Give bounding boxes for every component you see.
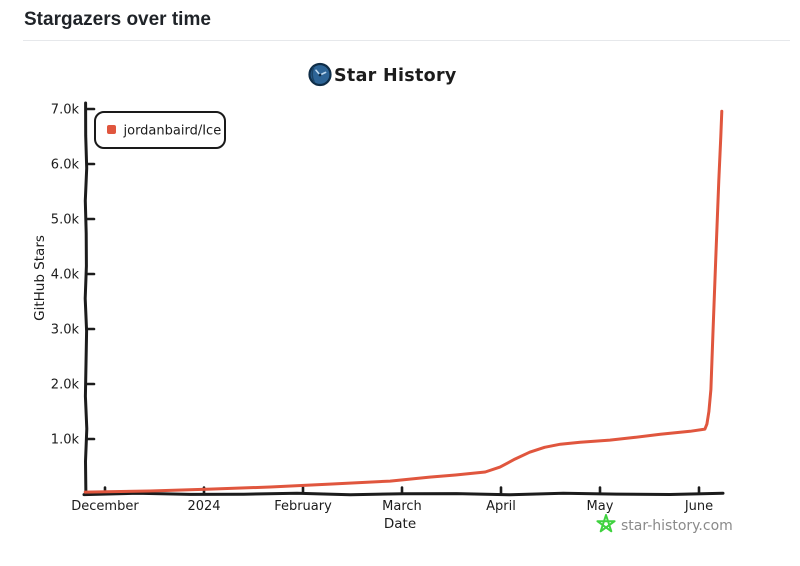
y-tick-label: 3.0k bbox=[51, 323, 80, 338]
x-tick-label: 2024 bbox=[187, 499, 220, 514]
page-title: Stargazers over time bbox=[24, 9, 211, 30]
y-tick-label: 7.0k bbox=[51, 103, 80, 118]
x-tick-label: April bbox=[486, 499, 516, 514]
y-tick-label: 6.0k bbox=[51, 158, 80, 173]
y-tick-label: 5.0k bbox=[51, 213, 80, 228]
series-line-jordanbaird/Ice bbox=[83, 109, 724, 494]
x-tick-label: June bbox=[684, 499, 713, 514]
x-tick-label: March bbox=[382, 499, 422, 514]
axes: 1.0k 2.0k 3.0k 4.0k 5.0k 6.0k 7.0k December 2024… bbox=[51, 101, 725, 514]
series-lines bbox=[83, 109, 724, 494]
x-axis-line bbox=[82, 491, 725, 497]
chart-title: Star History bbox=[334, 66, 457, 86]
y-axis-line bbox=[83, 101, 89, 496]
x-tick-label: December bbox=[71, 499, 139, 514]
x-tick-label: February bbox=[274, 499, 332, 514]
chart-title-group: Star History bbox=[308, 62, 457, 87]
y-tick-label: 4.0k bbox=[51, 268, 80, 283]
legend: jordanbaird/Ice bbox=[94, 111, 226, 149]
y-tick-label: 1.0k bbox=[51, 433, 80, 448]
star-history-logo-icon bbox=[308, 62, 332, 87]
section-header: Stargazers over time bbox=[23, 0, 790, 41]
green-star-icon bbox=[596, 514, 616, 533]
y-tick-label: 2.0k bbox=[51, 378, 80, 393]
watermark-text: star-history.com bbox=[621, 518, 733, 534]
y-axis-label: GitHub Stars bbox=[32, 235, 48, 321]
star-history-chart: Star History 1.0k 2.0k 3.0k 4.0k 5.0k 6.0k 7.0… bbox=[0, 41, 800, 566]
legend-label: jordanbaird/Ice bbox=[123, 124, 222, 139]
chart-svg: Star History 1.0k 2.0k 3.0k 4.0k 5.0k 6.0k 7.0… bbox=[32, 62, 733, 534]
watermark[interactable]: star-history.com bbox=[596, 514, 733, 534]
x-tick-label: May bbox=[587, 499, 614, 514]
legend-marker-icon bbox=[107, 125, 116, 134]
x-axis-label: Date bbox=[384, 516, 416, 532]
